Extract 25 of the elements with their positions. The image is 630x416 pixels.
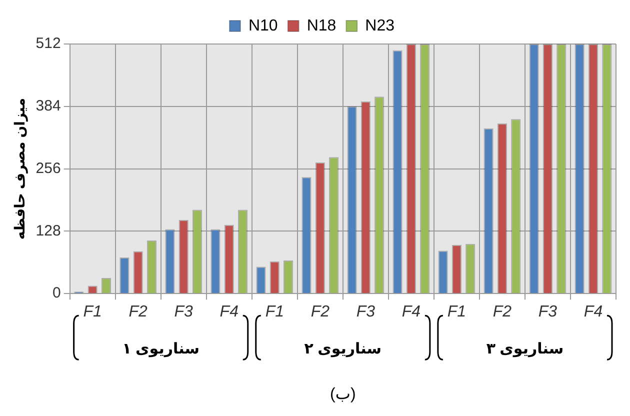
y-tick-label: 0 bbox=[52, 284, 61, 302]
x-tick-label: F1 bbox=[265, 304, 284, 321]
x-tick-label: F3 bbox=[356, 304, 376, 321]
y-axis-title: میزان مصرف حافظه bbox=[11, 98, 28, 240]
x-tick-label: F2 bbox=[128, 304, 148, 321]
y-tick-label: 128 bbox=[36, 222, 61, 240]
y-tick-label: 384 bbox=[36, 98, 61, 115]
x-tick-label: F2 bbox=[310, 304, 330, 321]
x-tick-label: F1 bbox=[447, 304, 466, 321]
legend-label: N18 bbox=[306, 17, 336, 34]
y-tick-label: 256 bbox=[36, 160, 61, 177]
x-axis-title: (ب) bbox=[330, 386, 356, 403]
x-tick-label: F2 bbox=[492, 304, 512, 321]
x-tick-label: F4 bbox=[402, 304, 421, 321]
x-tick-label: F1 bbox=[83, 304, 102, 321]
text: سناریوی ۳ bbox=[486, 340, 564, 358]
legend-label: N10 bbox=[248, 17, 278, 34]
x-tick-label: F3 bbox=[174, 304, 194, 321]
x-tick-label: F3 bbox=[538, 304, 558, 321]
legend-label: N23 bbox=[365, 17, 395, 34]
y-tick-label: 512 bbox=[36, 35, 61, 52]
text: سناریوی ۲ bbox=[304, 340, 382, 358]
text: سناریوی ۱ bbox=[122, 340, 200, 358]
x-tick-label: F4 bbox=[220, 304, 239, 321]
x-tick-label: F4 bbox=[584, 304, 603, 321]
